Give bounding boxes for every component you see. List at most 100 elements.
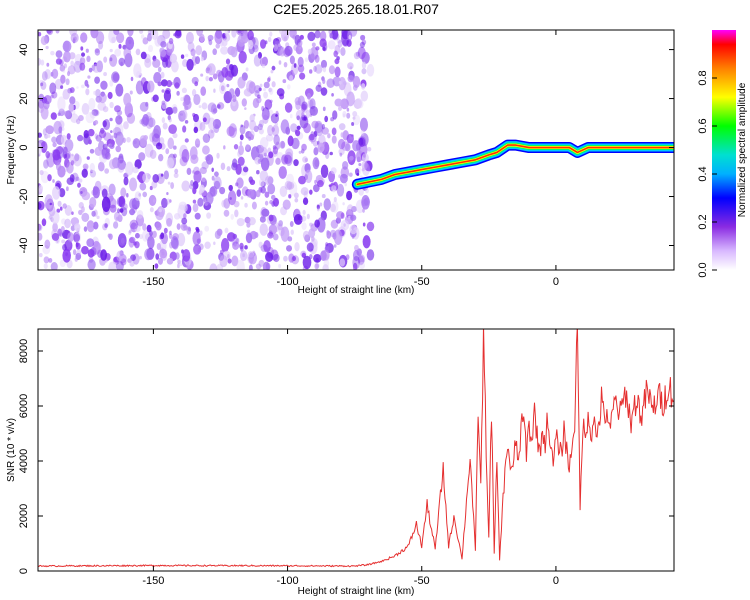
noise-speckle — [151, 30, 159, 40]
noise-speckle — [67, 232, 74, 243]
noise-speckle — [299, 34, 304, 40]
noise-speckle — [216, 152, 220, 159]
noise-speckle — [165, 148, 170, 155]
noise-speckle — [273, 44, 278, 52]
noise-speckle — [177, 263, 180, 269]
noise-speckle — [168, 233, 173, 239]
noise-speckle — [52, 222, 58, 233]
noise-speckle — [214, 171, 219, 177]
noise-speckle — [93, 109, 100, 117]
noise-speckle — [180, 54, 185, 59]
noise-speckle — [248, 136, 252, 141]
noise-speckle — [233, 127, 237, 132]
noise-speckle — [166, 79, 172, 88]
noise-speckle — [92, 240, 101, 255]
noise-speckle — [46, 30, 52, 34]
noise-speckle — [209, 263, 218, 270]
noise-speckle — [278, 264, 282, 269]
noise-speckle — [234, 209, 239, 218]
noise-speckle — [45, 45, 49, 50]
noise-speckle — [275, 114, 278, 117]
noise-speckle — [314, 179, 317, 185]
noise-speckle — [45, 125, 54, 135]
noise-speckle — [249, 179, 256, 186]
noise-speckle — [225, 58, 231, 65]
noise-speckle — [264, 200, 269, 206]
noise-speckle — [343, 82, 352, 97]
noise-speckle — [167, 137, 175, 150]
noise-speckle — [240, 124, 244, 128]
noise-speckle — [333, 196, 337, 203]
noise-speckle — [255, 190, 261, 198]
noise-speckle — [81, 191, 91, 201]
noise-speckle — [59, 64, 66, 72]
noise-speckle — [290, 123, 298, 133]
noise-speckle — [38, 253, 43, 258]
noise-speckle — [182, 59, 188, 67]
noise-speckle — [358, 163, 362, 167]
noise-speckle — [163, 227, 168, 234]
noise-speckle — [253, 125, 259, 133]
noise-speckle — [79, 57, 86, 65]
noise-speckle — [358, 254, 366, 265]
noise-speckle — [39, 169, 44, 176]
noise-speckle — [283, 154, 292, 164]
noise-speckle — [295, 129, 301, 137]
noise-speckle — [197, 197, 204, 207]
noise-speckle — [194, 212, 201, 220]
noise-speckle — [123, 176, 129, 186]
noise-speckle — [118, 153, 124, 161]
noise-speckle — [321, 194, 326, 199]
noise-speckle — [86, 84, 90, 88]
noise-speckle — [89, 148, 95, 154]
colorbar-tick-label: 0.2 — [697, 214, 709, 229]
noise-speckle — [103, 56, 108, 63]
noise-speckle — [269, 31, 273, 37]
noise-speckle — [232, 94, 237, 103]
noise-speckle — [302, 197, 309, 206]
noise-speckle — [257, 94, 261, 99]
noise-speckle — [349, 135, 354, 140]
noise-speckle — [98, 92, 107, 104]
noise-speckle — [308, 133, 317, 143]
noise-speckle — [159, 248, 168, 259]
noise-speckle — [70, 160, 75, 166]
noise-speckle — [91, 109, 99, 116]
noise-speckle — [213, 176, 222, 190]
noise-speckle — [346, 204, 354, 215]
noise-speckle — [142, 113, 150, 126]
noise-speckle — [238, 144, 244, 156]
noise-speckle — [342, 202, 345, 206]
noise-speckle — [301, 222, 307, 231]
noise-speckle — [205, 154, 214, 165]
noise-speckle — [160, 79, 168, 87]
noise-speckle — [186, 167, 192, 176]
noise-speckle — [321, 123, 325, 130]
noise-speckle — [245, 232, 253, 244]
noise-speckle — [244, 245, 248, 250]
noise-speckle — [182, 249, 191, 262]
noise-speckle — [255, 263, 262, 270]
noise-speckle — [247, 40, 254, 50]
noise-speckle — [139, 101, 149, 112]
noise-speckle — [244, 107, 247, 111]
noise-speckle — [220, 85, 225, 92]
noise-speckle — [352, 262, 358, 270]
noise-speckle — [309, 189, 313, 195]
noise-speckle — [55, 162, 62, 171]
noise-speckle — [221, 67, 229, 78]
noise-speckle — [181, 217, 188, 225]
noise-speckle — [166, 47, 173, 56]
noise-speckle — [103, 72, 107, 77]
noise-speckle — [176, 90, 180, 96]
noise-speckle — [237, 76, 246, 89]
noise-speckle — [213, 88, 216, 93]
noise-speckle — [77, 134, 84, 142]
noise-speckle — [320, 87, 328, 96]
noise-speckle — [236, 238, 239, 243]
noise-speckle — [144, 58, 152, 68]
noise-speckle — [316, 204, 320, 210]
noise-speckle — [304, 157, 308, 163]
noise-speckle — [61, 239, 66, 244]
noise-speckle — [307, 31, 316, 42]
